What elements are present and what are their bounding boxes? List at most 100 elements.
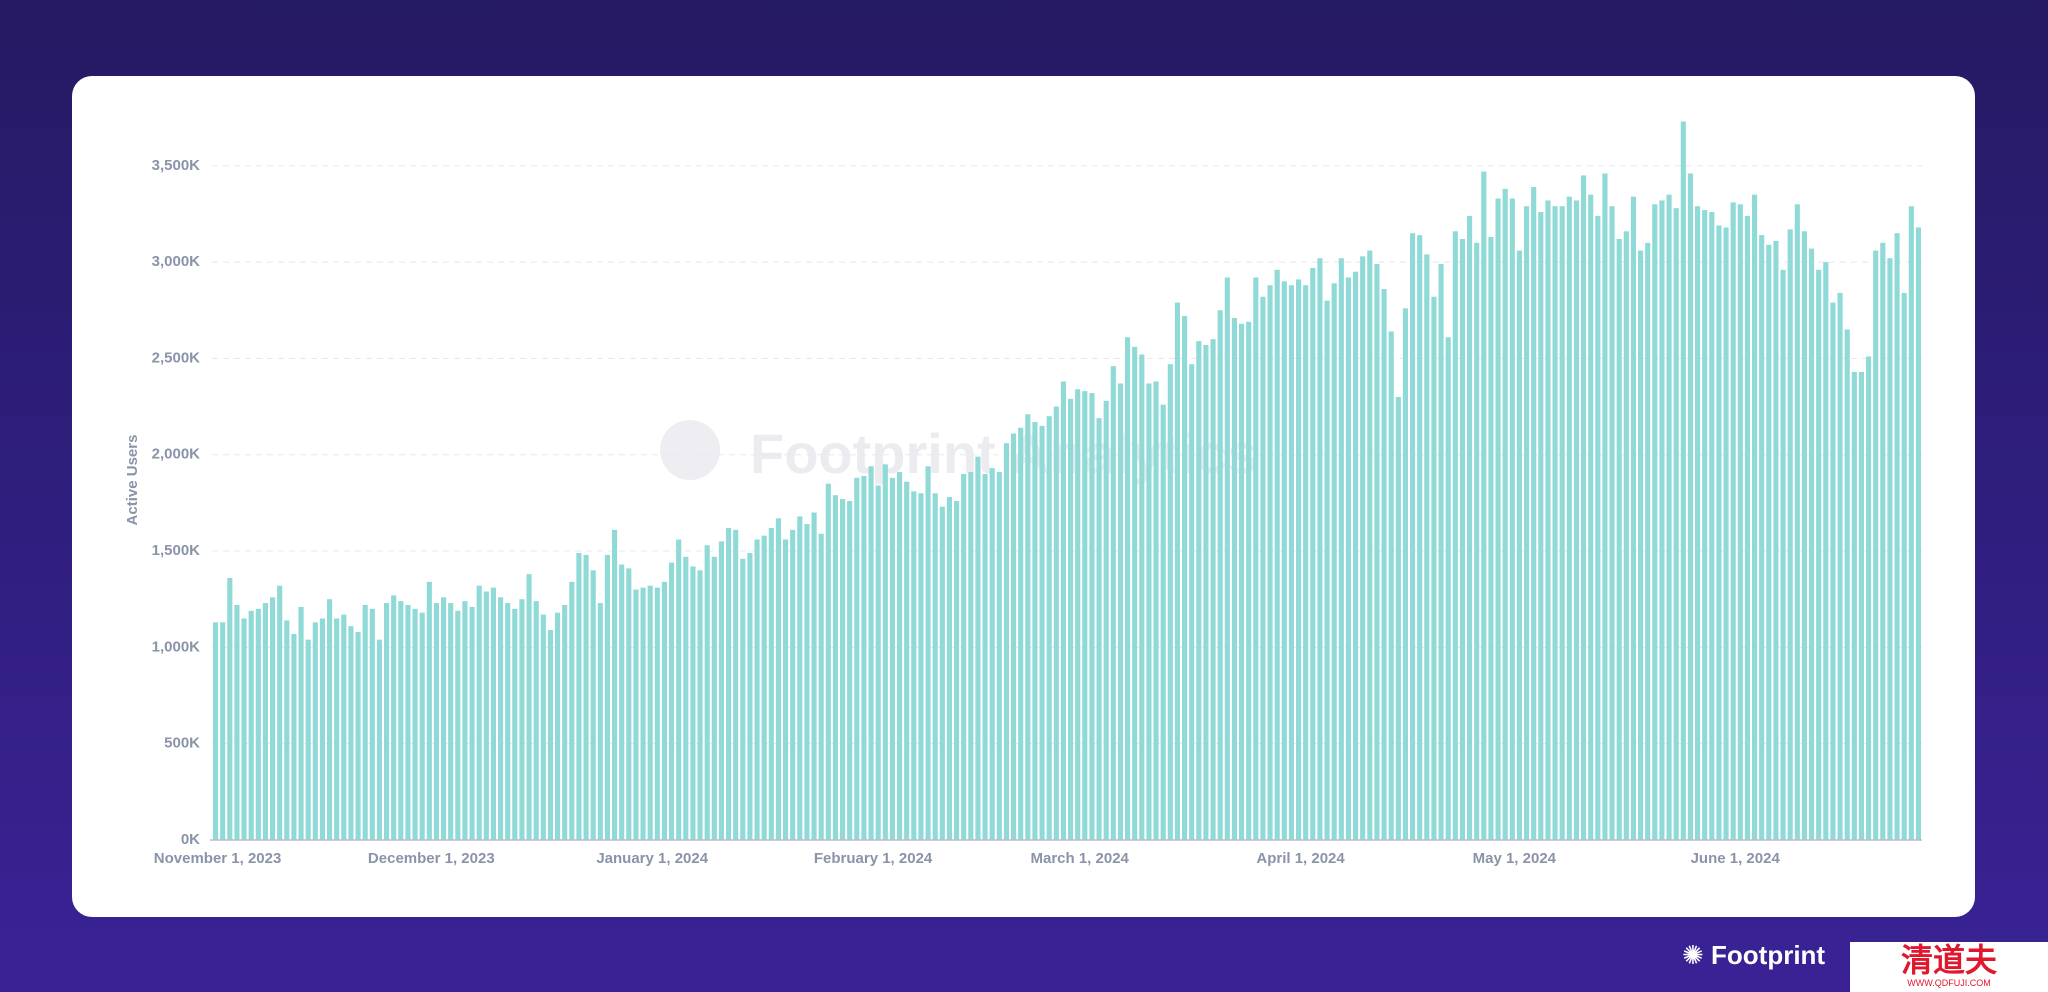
footer-logo-text: Footprint <box>1711 940 1826 970</box>
bar <box>291 633 297 840</box>
bar <box>1588 194 1594 840</box>
bar <box>526 574 532 840</box>
bar <box>740 558 746 840</box>
bar <box>1573 200 1580 841</box>
bar <box>462 601 468 840</box>
bar <box>1324 300 1330 840</box>
bar <box>1032 421 1038 840</box>
bar <box>1751 194 1758 840</box>
bar <box>490 587 497 840</box>
bar <box>668 562 675 840</box>
bar <box>847 500 853 840</box>
bar <box>1780 269 1786 840</box>
y-tick-label: 2,500K <box>152 349 201 366</box>
bar <box>433 603 440 840</box>
bar <box>1096 418 1102 840</box>
bar <box>305 639 311 840</box>
bar <box>1794 204 1800 840</box>
bar <box>1409 233 1416 841</box>
bar <box>1267 285 1273 840</box>
bar <box>861 475 867 840</box>
bar <box>1901 292 1907 840</box>
bar <box>597 603 603 840</box>
bar <box>1552 206 1558 840</box>
bar <box>1766 244 1772 840</box>
bar <box>583 554 589 840</box>
bar <box>1652 204 1658 840</box>
bar <box>1132 346 1138 840</box>
bar <box>1873 250 1879 840</box>
bar <box>554 612 561 840</box>
bar <box>1837 292 1843 840</box>
bar <box>1189 364 1195 840</box>
bar <box>1808 248 1815 841</box>
bar <box>562 604 568 840</box>
bar <box>1830 302 1836 841</box>
bar <box>1630 196 1637 840</box>
bar <box>440 597 447 840</box>
bar <box>512 608 518 840</box>
bar <box>1445 337 1451 840</box>
bar <box>1295 279 1302 840</box>
bar <box>234 604 240 840</box>
bar <box>1559 206 1565 840</box>
bar <box>932 493 938 840</box>
bar <box>1331 283 1337 840</box>
bar <box>1067 398 1074 840</box>
bar <box>1417 235 1423 840</box>
bar <box>1702 210 1708 841</box>
bar <box>1082 391 1088 840</box>
watermark-icon <box>660 420 720 480</box>
bar <box>1310 267 1316 840</box>
bar <box>1865 356 1872 840</box>
bar <box>818 533 824 840</box>
bar <box>747 552 753 840</box>
bar <box>547 630 554 840</box>
bar <box>889 477 896 840</box>
bar <box>576 552 582 840</box>
bar <box>533 601 539 840</box>
bar <box>1153 381 1159 840</box>
bar <box>1666 194 1672 840</box>
bar <box>262 603 269 840</box>
bar <box>1723 227 1729 840</box>
bar <box>961 474 967 840</box>
bar <box>1238 323 1245 840</box>
bar <box>1516 250 1523 840</box>
bar <box>455 610 461 840</box>
bar <box>782 539 789 840</box>
y-tick-label: 0K <box>181 831 200 848</box>
footer-logo: ✺ Footprint <box>1682 940 1826 970</box>
bar <box>1224 277 1230 841</box>
bar <box>1196 341 1202 840</box>
bar <box>1595 215 1601 841</box>
bar <box>220 622 226 840</box>
bar <box>911 491 917 840</box>
bar <box>1089 393 1095 840</box>
bar <box>1637 250 1644 840</box>
bar <box>284 620 290 840</box>
bar <box>212 622 219 840</box>
bar <box>469 606 475 840</box>
bar <box>255 608 261 840</box>
bar <box>1773 240 1779 841</box>
bar <box>1659 200 1665 841</box>
bar <box>939 506 945 840</box>
bar <box>1352 271 1359 841</box>
bar <box>476 585 482 840</box>
bar <box>619 564 625 840</box>
footer-badge: 清道夫 WWW.QDFUJI.COM <box>1850 942 2048 992</box>
bar <box>1431 296 1437 841</box>
bar <box>497 597 504 840</box>
bar <box>1103 400 1109 840</box>
bar <box>825 483 831 840</box>
bar <box>690 566 696 840</box>
bar <box>1759 235 1765 840</box>
bar <box>718 541 725 840</box>
bar <box>1146 383 1152 840</box>
bar <box>832 495 839 840</box>
badge-url: WWW.QDFUJI.COM <box>1907 978 1991 988</box>
bar <box>1253 277 1259 841</box>
bar <box>405 604 411 840</box>
bar <box>326 599 333 840</box>
